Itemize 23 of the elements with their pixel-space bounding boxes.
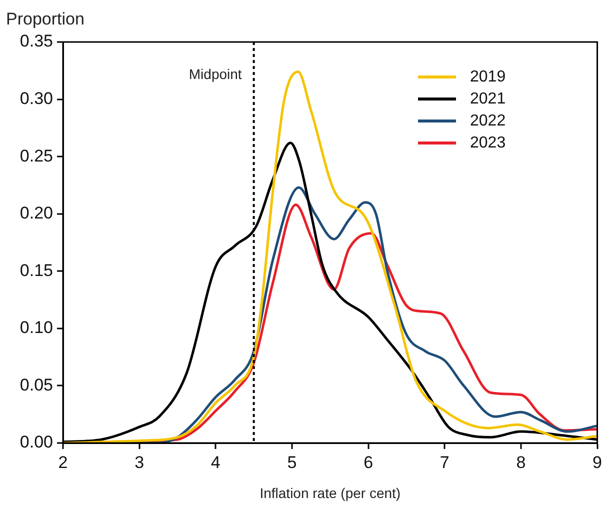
y-tick-label: 0.25 — [20, 146, 53, 166]
ref-line-label: Midpoint — [188, 66, 242, 82]
x-tick-label: 4 — [210, 452, 220, 472]
legend-label: 2021 — [470, 90, 506, 108]
x-tick-label: 5 — [287, 452, 297, 472]
x-axis-title: Inflation rate (per cent) — [260, 484, 401, 501]
y-axis-title: Proportion — [6, 10, 84, 29]
y-tick-label: 0.15 — [20, 260, 53, 280]
y-tick-label: 0.10 — [20, 318, 53, 338]
x-tick-label: 2 — [58, 452, 68, 472]
x-tick-label: 3 — [134, 452, 144, 472]
y-tick-label: 0.05 — [20, 375, 53, 394]
x-tick-label: 8 — [516, 452, 526, 472]
y-tick-label: 0.00 — [20, 432, 53, 452]
x-tick-label: 9 — [592, 452, 602, 472]
x-tick-label: 7 — [440, 452, 450, 472]
y-tick-label: 0.20 — [20, 204, 53, 223]
y-tick-label: 0.35 — [20, 32, 53, 51]
legend-label: 2022 — [470, 112, 506, 130]
legend-label: 2019 — [470, 68, 506, 86]
legend-label: 2023 — [470, 134, 506, 152]
y-tick-label: 0.30 — [20, 88, 53, 108]
x-tick-label: 6 — [364, 452, 374, 472]
